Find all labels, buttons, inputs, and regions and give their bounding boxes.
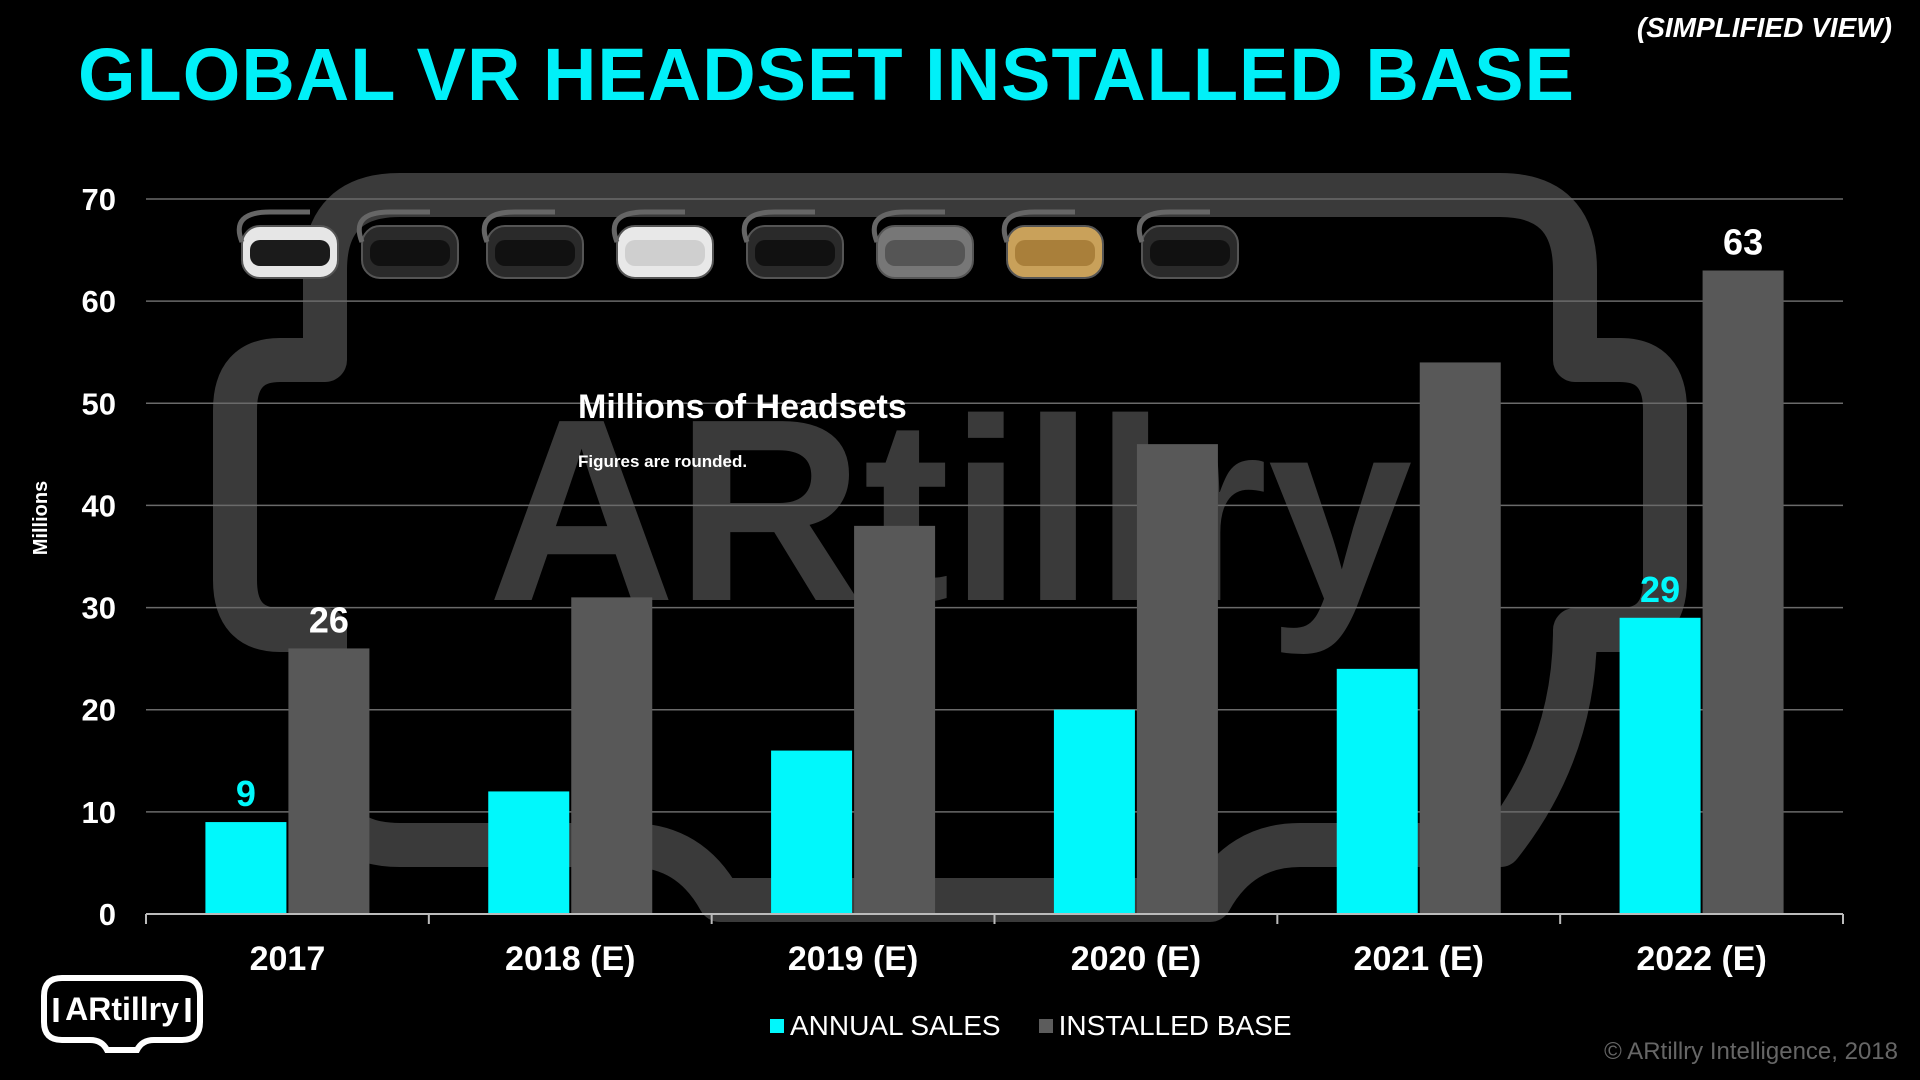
y-tick-label: 40	[82, 488, 116, 523]
headset-visor	[495, 240, 575, 266]
headset-visor	[885, 240, 965, 266]
bar-annual-sales	[1619, 617, 1701, 914]
headset-visor	[1150, 240, 1230, 266]
copyright: © ARtillry Intelligence, 2018	[1604, 1038, 1898, 1065]
oculus-rift-headset-icon	[481, 209, 584, 279]
bar-annual-sales	[1053, 709, 1135, 914]
headset-strap	[611, 209, 685, 243]
headset-visor	[625, 240, 705, 266]
artillry-logo: ARtillry	[41, 975, 203, 1053]
bar-annual-sales	[771, 750, 853, 914]
x-tick-label: 2021 (E)	[1354, 940, 1484, 978]
legend-item-annual-sales: ANNUAL SALES	[770, 1010, 1001, 1042]
headset-strap	[871, 209, 945, 243]
playstation-vr-headset-icon	[236, 209, 339, 279]
data-label-annual-sales: 9	[236, 773, 256, 814]
y-tick-label: 20	[82, 693, 116, 728]
data-label-installed-base: 63	[1723, 222, 1763, 263]
headset-strap	[481, 209, 555, 243]
x-tick-label: 2018 (E)	[505, 940, 635, 978]
bar-annual-sales	[488, 791, 570, 914]
x-tick-label: 2019 (E)	[788, 940, 918, 978]
daydream-view-headset-icon	[871, 209, 974, 279]
device-images	[236, 209, 1239, 279]
chart-note: Figures are rounded.	[578, 452, 747, 471]
y-tick-label: 60	[82, 284, 116, 319]
legend-label-annual-sales: ANNUAL SALES	[790, 1010, 1001, 1041]
x-tick-label: 2022 (E)	[1636, 940, 1766, 978]
htc-vive-headset-icon	[356, 209, 459, 279]
data-label-annual-sales: 29	[1640, 569, 1680, 610]
legend-label-installed-base: INSTALLED BASE	[1058, 1010, 1292, 1041]
data-labels: 9 26 29 63	[236, 222, 1763, 815]
oculus-go-headset-icon	[611, 209, 714, 279]
headset-strap	[1001, 209, 1075, 243]
axes: 0 10 20 30 40 50 60 70 2017 2018 (E) 2019 (E) 2020 …	[82, 182, 1844, 978]
chart-legend: ANNUAL SALES INSTALLED BASE	[770, 1010, 1330, 1042]
windows-mr-headset-icon	[1136, 209, 1239, 279]
bar-annual-sales	[205, 822, 287, 914]
logo-text: ARtillry	[65, 991, 179, 1027]
y-tick-label: 30	[82, 591, 116, 626]
gear-vr-headset-icon	[741, 209, 844, 279]
legend-swatch-installed-base	[1038, 1019, 1053, 1033]
page-title: GLOBAL VR HEADSET INSTALLED BASE	[78, 33, 1576, 116]
headset-strap	[741, 209, 815, 243]
bar-installed-base	[1136, 444, 1218, 914]
y-tick-label: 70	[82, 182, 116, 217]
headset-visor	[370, 240, 450, 266]
chart-title: Millions of Headsets	[578, 388, 907, 426]
legend-item-installed-base: INSTALLED BASE	[1038, 1010, 1292, 1042]
headset-strap	[236, 209, 310, 243]
bar-installed-base	[288, 648, 370, 914]
headset-visor	[1015, 240, 1095, 266]
x-tick-label: 2017	[250, 940, 326, 978]
bar-installed-base	[571, 597, 653, 914]
page-subtitle: (SIMPLIFIED VIEW)	[1636, 12, 1892, 43]
y-tick-label: 50	[82, 386, 116, 421]
headset-strap	[356, 209, 430, 243]
bar-annual-sales	[1336, 668, 1418, 914]
x-tick-label: 2020 (E)	[1071, 940, 1201, 978]
y-tick-label: 10	[82, 795, 116, 830]
bar-installed-base	[854, 525, 936, 914]
bar-installed-base	[1702, 270, 1784, 914]
headset-visor	[250, 240, 330, 266]
legend-swatch-annual-sales	[770, 1019, 784, 1033]
headset-visor	[755, 240, 835, 266]
bar-installed-base	[1419, 362, 1501, 914]
bars	[205, 270, 1784, 914]
data-label-installed-base: 26	[309, 599, 349, 640]
y-axis-label: Millions	[30, 481, 52, 555]
y-tick-label: 0	[99, 897, 116, 932]
headset-strap	[1136, 209, 1210, 243]
google-cardboard-icon	[1001, 209, 1104, 279]
